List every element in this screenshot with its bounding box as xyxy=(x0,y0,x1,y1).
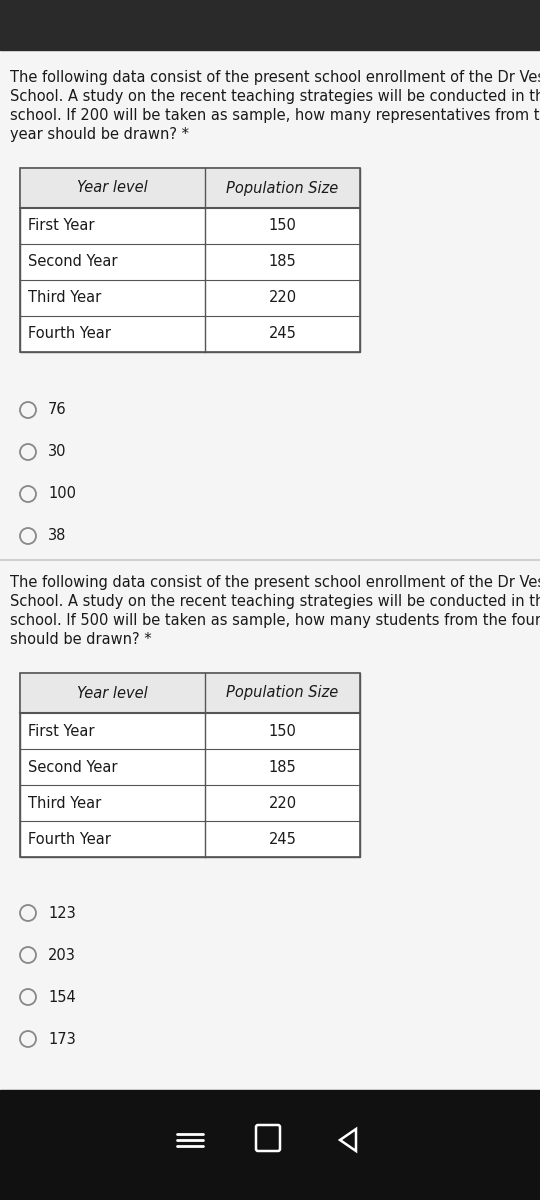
Text: 150: 150 xyxy=(268,218,296,234)
Bar xyxy=(20,168,360,352)
Bar xyxy=(0,50,540,1090)
Text: 185: 185 xyxy=(268,760,296,774)
Bar xyxy=(20,168,360,352)
Text: 123: 123 xyxy=(48,906,76,920)
Text: Year level: Year level xyxy=(77,180,148,196)
Text: School. A study on the recent teaching strategies will be conducted in this: School. A study on the recent teaching s… xyxy=(10,89,540,104)
Text: School. A study on the recent teaching strategies will be conducted in this: School. A study on the recent teaching s… xyxy=(10,594,540,608)
Text: should be drawn? *: should be drawn? * xyxy=(10,632,152,647)
Text: 173: 173 xyxy=(48,1032,76,1046)
Bar xyxy=(20,673,360,857)
Text: school. If 200 will be taken as sample, how many representatives from the first: school. If 200 will be taken as sample, … xyxy=(10,108,540,122)
Text: 245: 245 xyxy=(268,832,296,846)
Text: 38: 38 xyxy=(48,528,66,544)
Text: 185: 185 xyxy=(268,254,296,270)
Text: Population Size: Population Size xyxy=(226,180,339,196)
Text: Fourth Year: Fourth Year xyxy=(28,326,111,342)
Text: Third Year: Third Year xyxy=(28,290,102,306)
Text: 76: 76 xyxy=(48,402,66,418)
Text: year should be drawn? *: year should be drawn? * xyxy=(10,127,189,142)
Text: First Year: First Year xyxy=(28,724,94,738)
Text: Year level: Year level xyxy=(77,685,148,701)
Text: Third Year: Third Year xyxy=(28,796,102,810)
Bar xyxy=(20,673,360,713)
Text: Second Year: Second Year xyxy=(28,760,118,774)
Text: The following data consist of the present school enrollment of the Dr Vesse High: The following data consist of the presen… xyxy=(10,575,540,590)
Text: school. If 500 will be taken as sample, how many students from the fourth year: school. If 500 will be taken as sample, … xyxy=(10,613,540,628)
Text: Second Year: Second Year xyxy=(28,254,118,270)
Text: First Year: First Year xyxy=(28,218,94,234)
Text: 220: 220 xyxy=(268,796,296,810)
Bar xyxy=(20,168,360,208)
Text: 203: 203 xyxy=(48,948,76,962)
Text: 220: 220 xyxy=(268,290,296,306)
Text: 245: 245 xyxy=(268,326,296,342)
Text: 154: 154 xyxy=(48,990,76,1004)
Text: Population Size: Population Size xyxy=(226,685,339,701)
Bar xyxy=(0,0,540,50)
Text: The following data consist of the present school enrollment of the Dr Vesse High: The following data consist of the presen… xyxy=(10,70,540,85)
Text: 30: 30 xyxy=(48,444,66,460)
Text: 150: 150 xyxy=(268,724,296,738)
Text: Fourth Year: Fourth Year xyxy=(28,832,111,846)
Bar xyxy=(20,673,360,857)
Bar xyxy=(0,1090,540,1200)
Text: 100: 100 xyxy=(48,486,76,502)
